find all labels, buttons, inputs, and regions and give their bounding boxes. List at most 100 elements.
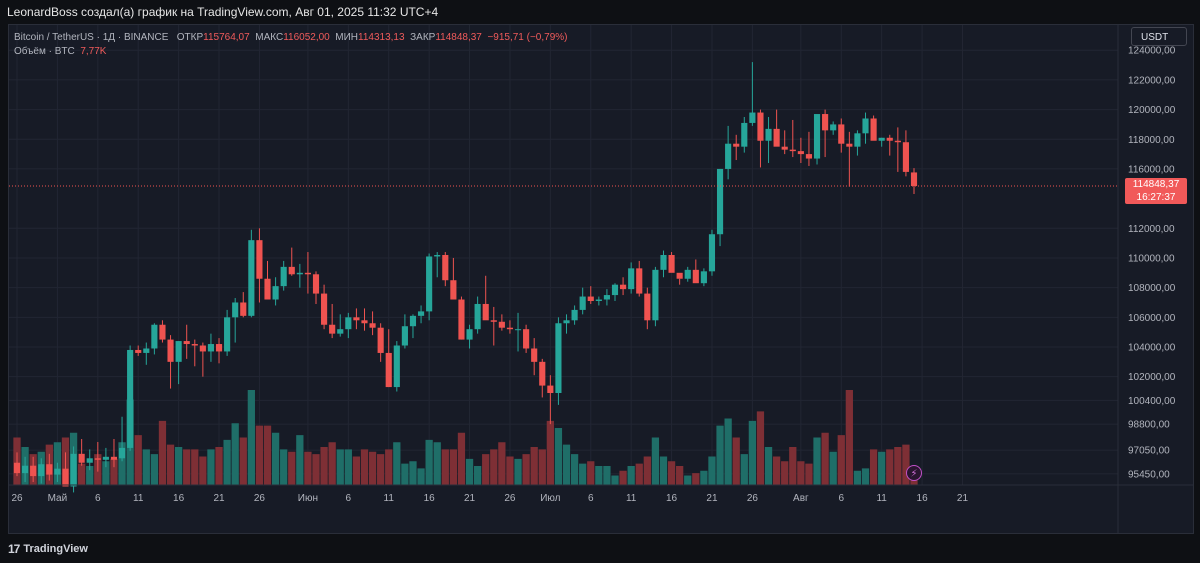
candle-body (215, 344, 223, 352)
volume-bar (304, 451, 312, 485)
candle-body (716, 168, 724, 235)
volume-bar (700, 470, 708, 485)
x-tick-label: 16 (666, 493, 678, 504)
candle-body (797, 151, 804, 155)
volume-bar (352, 456, 361, 485)
candle-body (13, 462, 21, 474)
volume-bar (417, 468, 425, 485)
volume-bar (166, 444, 175, 485)
volume-bar (886, 449, 894, 485)
candle-body (611, 284, 619, 296)
candle-body (813, 114, 821, 159)
candle-body (426, 256, 433, 312)
candle-body (773, 128, 780, 147)
change-value: −915,71 (−0,79%) (487, 32, 568, 43)
volume-bar (724, 418, 732, 485)
candle-body (232, 302, 239, 318)
candle-body (886, 137, 893, 141)
volume-bar (716, 425, 724, 485)
candle-body (474, 303, 481, 330)
legend-row-volume: Объём · BTC 7,77K (14, 45, 568, 59)
volume-bar (603, 466, 611, 485)
x-tick-label: Авг (793, 493, 809, 504)
volume-bar (676, 466, 684, 485)
volume-bar (207, 449, 215, 485)
last-price-value: 114848,37 (1132, 179, 1180, 191)
candle-body (304, 272, 311, 275)
volume-bar (821, 432, 829, 485)
candle-body (78, 453, 85, 463)
candle-body (571, 309, 578, 321)
volume-bar (401, 463, 409, 485)
open-value: 115764,07 (203, 32, 250, 43)
volume-bar (118, 442, 126, 485)
candle-body (708, 234, 716, 272)
candle-body (353, 317, 360, 321)
volume-bar (813, 437, 821, 485)
volume-bar (110, 458, 118, 485)
volume-bar (409, 461, 417, 485)
candlestick-chart[interactable]: 124000,00 122000,00 120000,00 118000,00 1160… (9, 25, 1194, 534)
volume-bar (150, 454, 159, 485)
candle-body (94, 458, 101, 460)
chart-legend: Bitcoin / TetherUS · 1Д · BINANCE ОТКР11… (14, 31, 568, 59)
x-tick-label: 11 (133, 493, 144, 504)
volume-bar (894, 447, 902, 485)
chart-frame[interactable]: 124000,00 122000,00 120000,00 118000,00 1160… (8, 24, 1194, 534)
y-tick-label: 124000,00 (1128, 46, 1176, 57)
candle-body (652, 269, 659, 321)
volume-bar (490, 449, 498, 485)
x-tick-label: Июл (540, 493, 560, 504)
volume-bar (781, 461, 789, 485)
volume-bar (748, 420, 757, 485)
candle-body (337, 329, 344, 334)
x-tick-label: 21 (706, 493, 718, 504)
volume-bar (482, 454, 490, 485)
volume-bar (708, 456, 716, 485)
candle-body (159, 324, 166, 340)
candle-body (894, 140, 901, 143)
volume-bar (562, 444, 571, 485)
volume-bar (643, 456, 651, 485)
y-tick-label: 118000,00 (1128, 135, 1175, 146)
candle-body (288, 266, 295, 275)
x-tick-label: 6 (588, 493, 594, 504)
close-label: ЗАКР (410, 32, 436, 43)
volume-bar (199, 456, 207, 485)
candle-body (434, 255, 441, 257)
candle-body (345, 317, 352, 330)
y-tick-label: 120000,00 (1128, 105, 1176, 116)
candle-body (514, 329, 522, 331)
countdown-timer: 16:27:37 (1136, 192, 1176, 204)
symbol-name[interactable]: Bitcoin / TetherUS · 1Д · BINANCE (14, 32, 169, 43)
volume-bar (878, 451, 886, 485)
currency-button[interactable]: USDT (1131, 27, 1187, 46)
volume-bar (231, 423, 239, 485)
candle-body (240, 302, 247, 316)
tradingview-logo[interactable]: 17 TradingView (8, 542, 88, 556)
y-tick-label: 106000,00 (1128, 313, 1176, 324)
y-tick-label: 110000,00 (1128, 253, 1175, 264)
volume-bar (263, 425, 272, 485)
volume-bar (611, 475, 619, 485)
y-tick-label: 122000,00 (1128, 75, 1176, 86)
low-value: 114313,13 (358, 32, 405, 43)
candle-body (409, 315, 417, 327)
volume-bar (191, 449, 199, 485)
volume-bar (385, 449, 393, 485)
candle-body (789, 149, 796, 152)
volume-bar (78, 463, 86, 485)
volume-label[interactable]: Объём · BTC (14, 46, 75, 57)
candle-body (175, 341, 182, 362)
volume-bar (215, 447, 223, 485)
candle-body (636, 268, 643, 294)
x-tick-label: 26 (504, 493, 516, 504)
candle-body (603, 295, 610, 300)
volume-bar (223, 439, 231, 485)
candle-body (450, 280, 457, 300)
volume-bar (861, 468, 870, 485)
volume-bar (449, 449, 458, 485)
candle-body (902, 142, 909, 172)
candle-body (442, 255, 449, 281)
volume-bar (853, 470, 862, 485)
